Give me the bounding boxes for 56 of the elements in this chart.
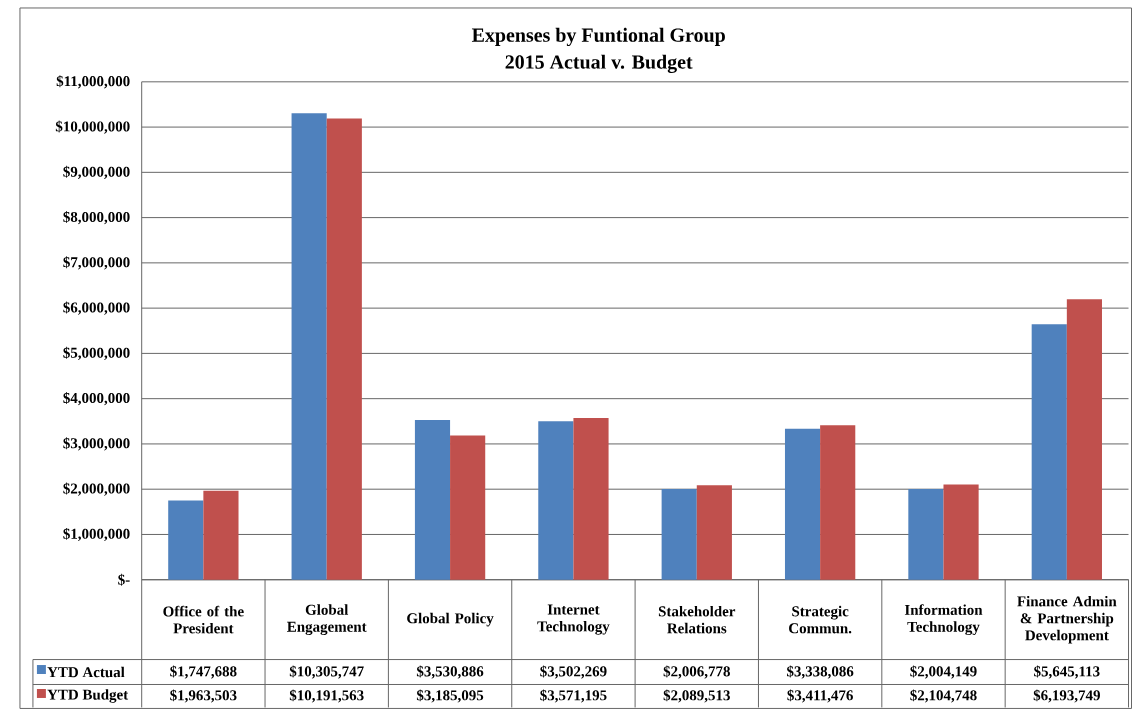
data-label: $2,006,778 — [663, 665, 730, 679]
data-label: $3,530,886 — [416, 665, 484, 679]
bar — [573, 418, 609, 580]
bar — [203, 490, 239, 580]
bar — [820, 425, 856, 580]
y-tick-label: $- — [118, 573, 130, 586]
bar — [1031, 324, 1067, 580]
x-tick-label: Global Policy — [407, 612, 494, 627]
bar — [784, 428, 821, 580]
legend-label: YTD Budget — [47, 689, 129, 703]
bar — [908, 489, 944, 580]
y-tick-label: $3,000,000 — [63, 437, 130, 451]
y-tick-label: $1,000,000 — [63, 527, 130, 542]
data-label: $3,185,095 — [416, 689, 484, 703]
bar — [168, 500, 204, 580]
x-tick-label: Internet Technology — [537, 604, 610, 635]
chart-title: Expenses by Funtional Group — [471, 27, 725, 47]
bar — [538, 421, 574, 580]
x-tick-label: Information Technology — [904, 604, 983, 636]
y-tick-label: $8,000,000 — [63, 211, 130, 225]
bar — [450, 435, 486, 580]
bar — [291, 113, 327, 580]
y-tick-label: $4,000,000 — [63, 392, 130, 406]
data-label: $5,645,113 — [1034, 665, 1100, 679]
y-tick-label: $2,000,000 — [63, 482, 130, 496]
x-tick-label: Office of the President — [163, 605, 244, 634]
data-label: $2,089,513 — [663, 689, 730, 703]
data-label: $3,411,476 — [787, 689, 853, 703]
legend-label: YTD Actual — [47, 666, 125, 678]
bar — [326, 118, 362, 580]
y-tick-label: $5,000,000 — [63, 346, 130, 361]
data-label: $3,571,195 — [540, 689, 607, 703]
bar — [943, 484, 979, 580]
y-tick-label: $7,000,000 — [63, 256, 130, 270]
data-label: $6,193,749 — [1033, 689, 1100, 703]
y-tick-label: $11,000,000 — [56, 75, 130, 89]
x-tick-label: Finance Admin & Partnership Development — [1017, 595, 1117, 644]
y-tick-label: $6,000,000 — [63, 301, 130, 315]
y-tick-label: $10,000,000 — [55, 120, 130, 134]
chart-subtitle: 2015 Actual v. Budget — [505, 54, 693, 73]
data-label: $3,502,269 — [540, 665, 607, 679]
y-tick-label: $9,000,000 — [63, 165, 130, 179]
data-label: $3,338,086 — [786, 665, 854, 679]
data-label: $1,747,688 — [170, 665, 237, 679]
bar — [414, 419, 451, 580]
data-label: $10,191,563 — [289, 689, 364, 703]
data-label: $2,104,748 — [910, 689, 977, 703]
bar — [661, 488, 697, 580]
x-tick-label: Strategic Commun. — [789, 605, 852, 634]
x-tick-label: Global Engagement — [287, 604, 367, 635]
data-label: $2,004,149 — [910, 665, 977, 679]
data-label: $10,305,747 — [289, 665, 364, 679]
bar — [696, 485, 732, 580]
x-tick-label: Stakeholder Relations — [658, 605, 736, 634]
bar — [1066, 299, 1102, 580]
data-label: $1,963,503 — [170, 689, 237, 703]
